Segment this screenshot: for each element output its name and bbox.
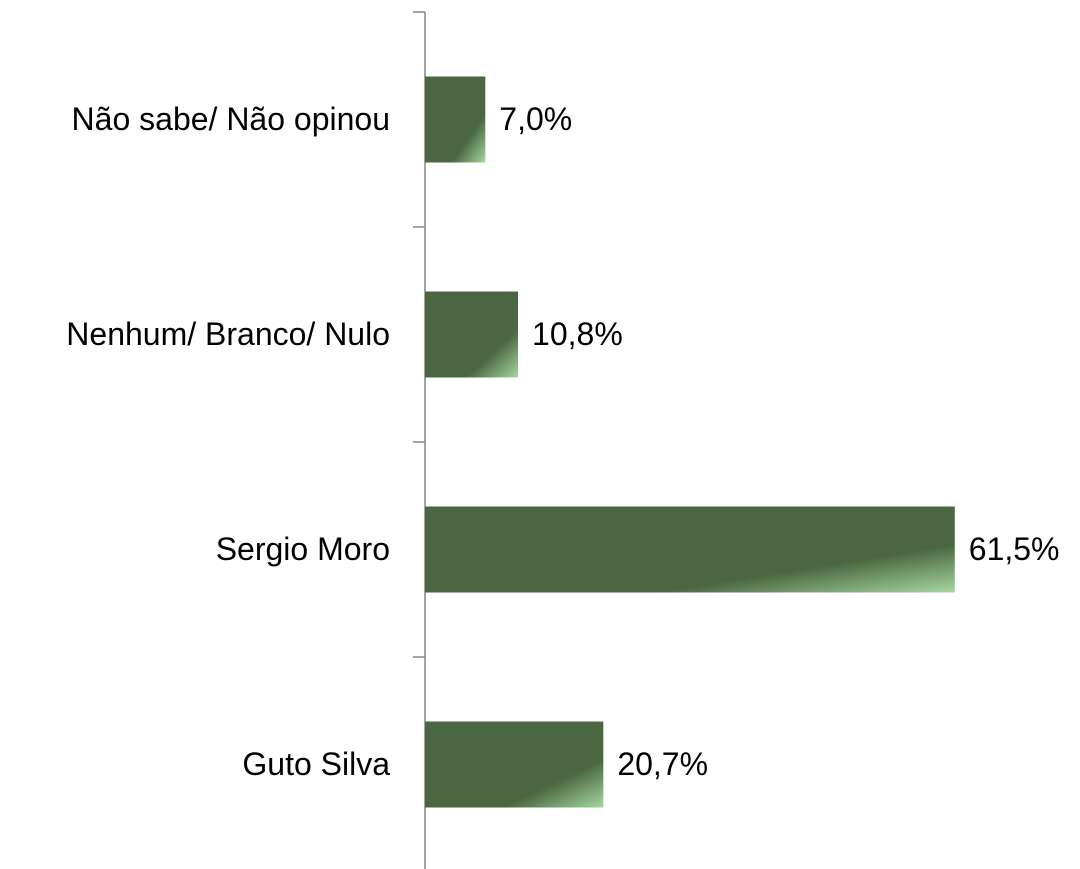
- y-tick-label: Nenhum/ Branco/ Nulo: [66, 316, 390, 352]
- y-tick-label: Não sabe/ Não opinou: [72, 101, 390, 137]
- bar: [425, 721, 604, 808]
- bar: [425, 291, 519, 378]
- bar: [425, 506, 955, 593]
- value-label: 20,7%: [617, 746, 708, 782]
- y-tick-label: Sergio Moro: [216, 531, 390, 567]
- value-label: 61,5%: [969, 531, 1060, 567]
- bar: [425, 76, 486, 163]
- y-tick-label: Guto Silva: [242, 746, 390, 782]
- value-label: 7,0%: [499, 101, 572, 137]
- value-label: 10,8%: [532, 316, 623, 352]
